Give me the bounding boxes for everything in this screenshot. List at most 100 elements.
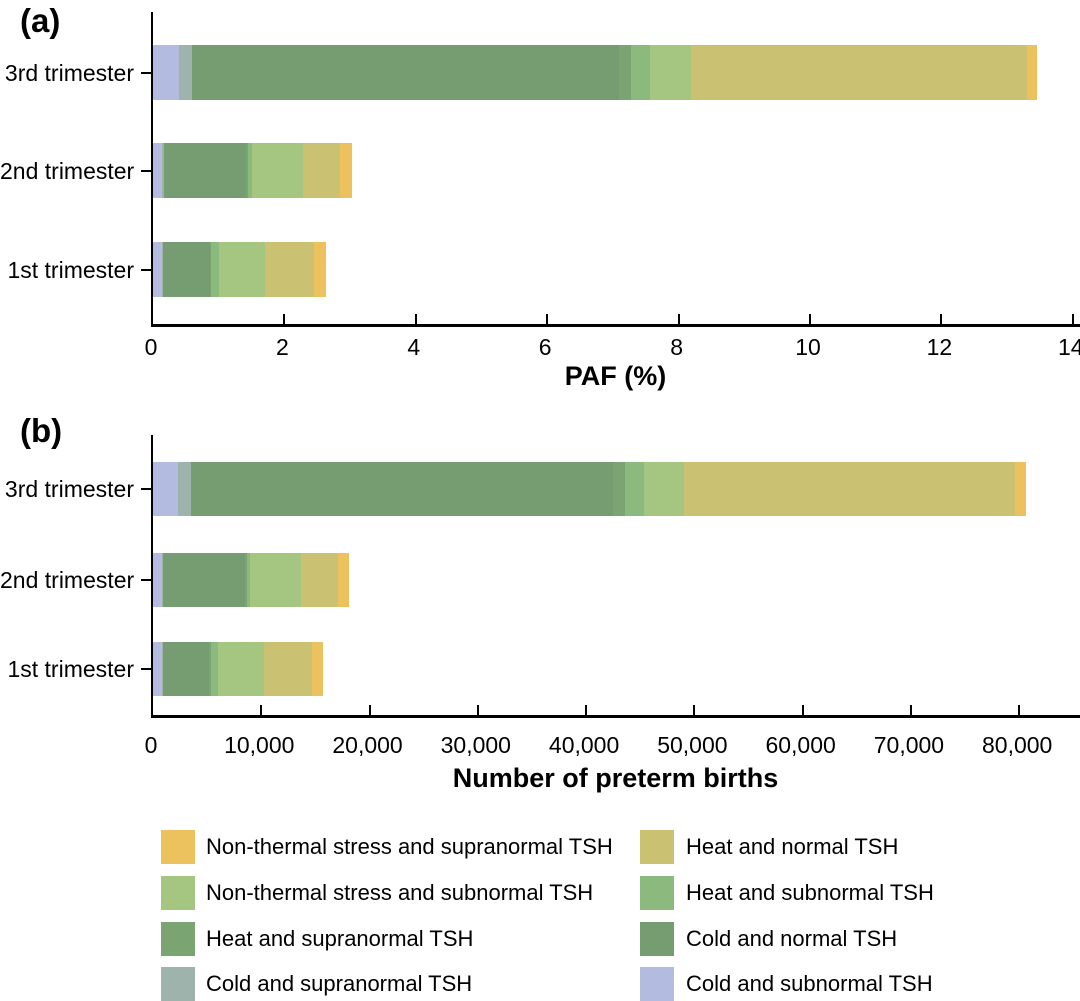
panel-a-plot-area [151,12,1080,327]
x-axis-tick [414,314,417,324]
legend-swatch-heat-and-supranormal-tsh [161,922,195,956]
x-axis-tick-label: 60,000 [765,732,836,758]
bar-segment-non-thermal-stress-and-supranormal-tsh [337,553,350,607]
category-label: 3rd trimester [4,476,134,502]
panel-b-plot-area [151,435,1080,718]
y-axis-tick [141,169,151,172]
category-label: 1st trimester [7,256,134,283]
x-axis-tick-label: 70,000 [873,732,945,758]
legend-swatch-heat-and-subnormal-tsh [640,876,674,910]
category-label: 1st trimester [7,656,134,682]
legend-label-heat-and-subnormal-tsh: Heat and subnormal TSH [686,880,934,905]
x-axis-tick-label: 4 [407,334,421,360]
bar-segment-non-thermal-stress-and-subnormal-tsh [644,462,685,516]
bar-segment-heat-and-subnormal-tsh [248,143,252,198]
bar-segment-non-thermal-stress-and-subnormal-tsh [218,242,266,297]
bar-segment-heat-and-normal-tsh [684,462,1016,516]
bar-segment-cold-and-supranormal-tsh [162,642,163,696]
y-axis-tick [141,71,151,74]
bar-segment-non-thermal-stress-and-subnormal-tsh [217,642,264,696]
panel-a-x-axis-title: PAF (%) [564,361,667,391]
bar-1st-trimester [153,242,326,297]
x-axis-tick [260,705,263,715]
panel-a-label: (a) [20,2,61,39]
bar-2nd-trimester [153,553,350,607]
legend-label-non-thermal-stress-and-supranormal-tsh: Non-thermal stress and supranormal TSH [206,834,613,859]
legend-swatch-heat-and-normal-tsh [640,830,674,864]
x-axis-tick [940,314,943,324]
legend-label-heat-and-normal-tsh: Heat and normal TSH [686,834,899,859]
bar-segment-cold-and-supranormal-tsh [162,553,164,607]
bar-segment-heat-and-subnormal-tsh [624,462,645,516]
bar-segment-cold-and-normal-tsh [163,143,247,198]
bar-segment-heat-and-supranormal-tsh [618,45,631,100]
x-axis-tick-label: 50,000 [657,732,728,758]
y-axis-tick [141,579,151,581]
x-axis-tick [693,705,696,715]
bar-segment-cold-and-normal-tsh [191,462,614,516]
bar-segment-heat-and-normal-tsh [691,45,1027,100]
bar-segment-heat-and-supranormal-tsh [209,642,211,696]
x-axis-tick-label: 10 [795,334,821,360]
category-label: 2nd trimester [0,567,135,593]
x-axis-tick-label: 80,000 [982,732,1053,758]
panel-b-label: (b) [20,412,63,449]
x-axis-tick [546,314,549,324]
y-axis-tick [141,668,151,670]
x-axis-tick [677,314,680,324]
bar-segment-cold-and-subnormal-tsh [153,45,179,100]
bar-segment-heat-and-supranormal-tsh [245,553,247,607]
x-axis-tick [1018,705,1021,715]
x-axis-tick-label: 8 [670,334,683,360]
x-axis-tick [283,314,286,324]
legend-label-cold-and-supranormal-tsh: Cold and supranormal TSH [206,971,473,996]
legend-label-cold-and-subnormal-tsh: Cold and subnormal TSH [686,971,933,996]
bar-2nd-trimester [153,143,353,198]
bar-segment-heat-and-normal-tsh [265,242,314,297]
bar-segment-cold-and-supranormal-tsh [178,45,192,100]
bar-segment-non-thermal-stress-and-supranormal-tsh [340,143,353,198]
bar-segment-non-thermal-stress-and-supranormal-tsh [313,242,326,297]
bar-segment-cold-and-subnormal-tsh [153,462,179,516]
x-axis-tick-label: 40,000 [548,732,620,758]
bar-segment-heat-and-supranormal-tsh [246,143,249,198]
y-axis-tick [141,488,151,490]
category-label: 2nd trimester [0,157,135,184]
bar-segment-heat-and-subnormal-tsh [630,45,651,100]
y-axis-tick [141,268,151,271]
bar-segment-cold-and-normal-tsh [162,242,211,297]
bar-segment-heat-and-subnormal-tsh [210,642,218,696]
bar-3rd-trimester [153,462,1026,516]
bar-segment-cold-and-supranormal-tsh [178,462,192,516]
legend-label-non-thermal-stress-and-subnormal-tsh: Non-thermal stress and subnormal TSH [206,880,594,905]
bar-segment-cold-and-normal-tsh [191,45,619,100]
x-axis-tick-label: 0 [144,334,158,360]
bar-segment-non-thermal-stress-and-supranormal-tsh [1015,462,1026,516]
bar-segment-non-thermal-stress-and-subnormal-tsh [250,553,302,607]
bar-segment-cold-and-subnormal-tsh [153,242,163,297]
x-axis-tick [476,705,479,715]
bar-segment-heat-and-normal-tsh [263,642,312,696]
x-axis-tick-label: 2 [275,334,289,360]
x-axis-tick-label: 14 [1058,334,1080,360]
bar-segment-heat-and-subnormal-tsh [246,553,251,607]
legend-swatch-cold-and-normal-tsh [640,922,674,956]
bar-segment-cold-and-normal-tsh [162,642,210,696]
bar-segment-heat-and-subnormal-tsh [211,242,219,297]
x-axis-tick-label: 30,000 [440,732,511,758]
legend-label-cold-and-normal-tsh: Cold and normal TSH [686,926,898,951]
bar-segment-heat-and-supranormal-tsh [210,242,212,297]
x-axis-tick-label: 0 [144,732,158,758]
bar-segment-non-thermal-stress-and-subnormal-tsh [650,45,692,100]
bar-segment-heat-and-normal-tsh [301,553,338,607]
x-axis-tick-label: 6 [538,334,552,360]
bar-1st-trimester [153,642,324,696]
bar-3rd-trimester [153,45,1038,100]
bar-segment-cold-and-subnormal-tsh [153,553,163,607]
x-axis-tick [809,314,811,324]
panel-b-x-axis-title: Number of preterm births [452,763,779,793]
bar-segment-cold-and-normal-tsh [163,553,246,607]
x-axis-tick [909,705,912,715]
legend-swatch-non-thermal-stress-and-subnormal-tsh [161,876,195,910]
